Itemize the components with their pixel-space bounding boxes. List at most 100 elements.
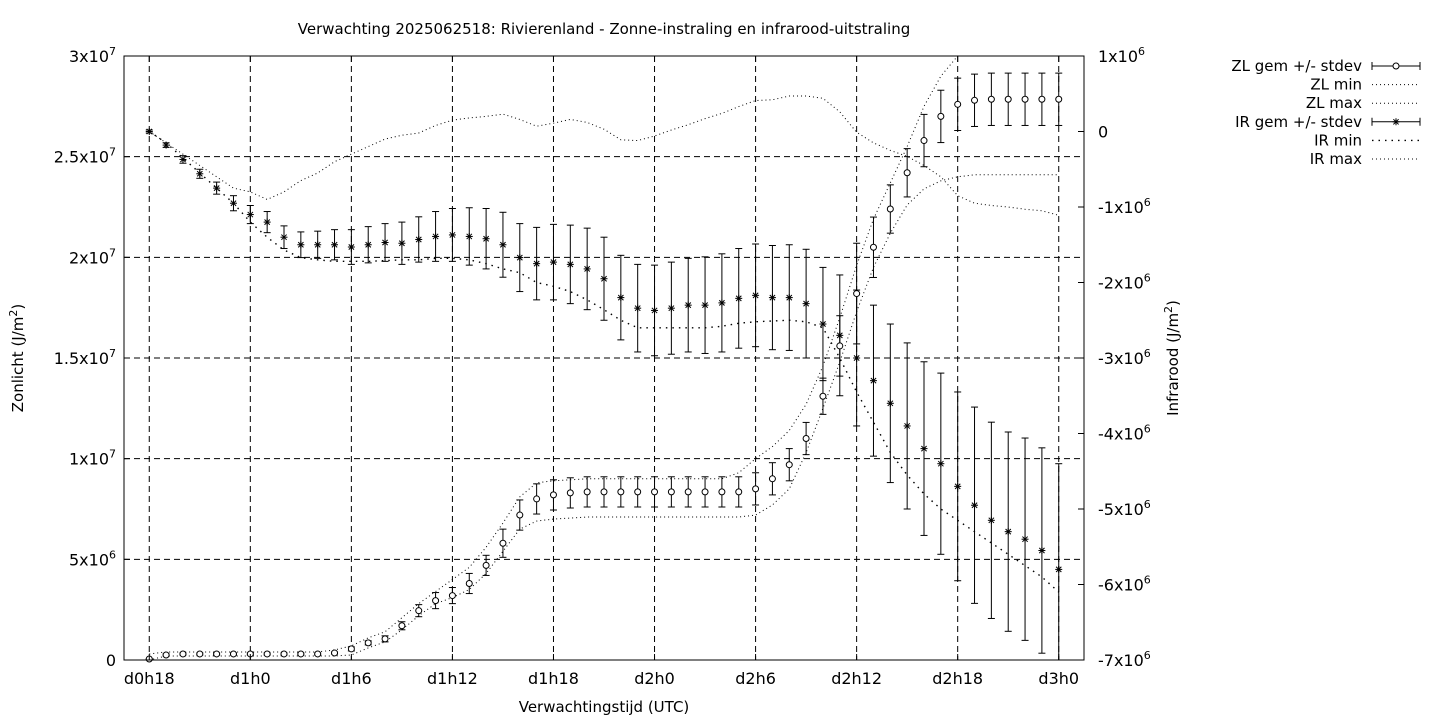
zl-point <box>263 650 271 658</box>
y2-tick-label: -3x106 <box>1098 347 1151 368</box>
ir-point <box>634 304 642 312</box>
ir-point <box>229 199 237 207</box>
legend-item: IR max <box>1310 150 1420 168</box>
y2-tick-label: -5x106 <box>1098 498 1151 519</box>
ir-point <box>246 211 254 219</box>
y2-axis-label: Infrarood (J/m2) <box>1162 300 1182 416</box>
ir-point <box>465 232 473 240</box>
x-tick-label: d1h0 <box>230 669 271 688</box>
ir-point <box>179 155 187 163</box>
zl-point <box>196 650 204 658</box>
ir-point <box>145 128 153 135</box>
y2-tick-label: -7x106 <box>1098 649 1151 670</box>
zl-point <box>364 639 372 647</box>
y-axis-label: Zonlicht (J/m2) <box>7 304 27 413</box>
zl-point <box>768 475 776 483</box>
zl-point <box>448 592 456 600</box>
x-tick-label: d1h18 <box>528 669 579 688</box>
zl-max-line <box>149 55 1059 655</box>
zl-point <box>937 112 945 120</box>
ir-point <box>398 239 406 247</box>
legend-item: ZL min <box>1310 76 1420 94</box>
grid-lines <box>124 56 1084 660</box>
axes: d0h18 d1h0 d1h6 d1h12 d1h18 d2h0 d2h6 d2h12 d2h1… <box>54 45 1151 688</box>
zl-point <box>701 488 709 496</box>
zl-point <box>684 488 692 496</box>
zl-point <box>549 491 557 499</box>
ir-point <box>802 300 810 308</box>
x-tick-label: d2h12 <box>831 669 882 688</box>
zl-point <box>347 645 355 653</box>
ir-point <box>1004 528 1012 536</box>
zl-point <box>280 650 288 658</box>
ir-point <box>280 233 288 241</box>
zl-point <box>920 137 928 145</box>
ir-point <box>1038 547 1046 555</box>
x-tick-label: d2h18 <box>932 669 983 688</box>
legend-marker <box>1392 62 1400 70</box>
zl-point <box>819 392 827 400</box>
zl-point <box>465 579 473 587</box>
zl-point <box>1004 95 1012 103</box>
y-tick-label: 5x106 <box>69 548 116 569</box>
ir-point <box>1021 535 1029 543</box>
y2-tick-label: 0 <box>1098 123 1108 142</box>
legend-label: ZL min <box>1310 76 1362 94</box>
zl-point <box>971 96 979 104</box>
x-tick-label: d2h0 <box>634 669 675 688</box>
zl-point <box>600 488 608 496</box>
ir-point <box>196 170 204 178</box>
ir-point <box>297 241 305 249</box>
ir-max-line <box>148 95 1059 216</box>
ir-point <box>314 241 322 249</box>
zl-point <box>162 651 170 659</box>
legend-item: IR min <box>1314 131 1420 149</box>
y-tick-label: 3x107 <box>69 45 116 66</box>
zl-point <box>482 561 490 569</box>
ir-point <box>415 235 423 243</box>
ir-point <box>482 235 490 243</box>
ir-point <box>448 231 456 239</box>
x-tick-label: d1h12 <box>427 669 478 688</box>
ir-point <box>718 299 726 307</box>
ir-point <box>785 294 793 302</box>
zl-point <box>566 489 574 497</box>
legend-item: ZL max <box>1306 94 1420 112</box>
zl-point <box>583 488 591 496</box>
zl-point <box>415 607 423 615</box>
ir-point <box>381 238 389 246</box>
zl-point <box>1038 95 1046 103</box>
zl-point <box>785 461 793 469</box>
zl-point <box>533 495 541 503</box>
legend-marker <box>1392 118 1400 126</box>
zl-point <box>213 650 221 658</box>
ir-point <box>617 294 625 302</box>
ir-point <box>533 260 541 268</box>
zl-point <box>516 511 524 519</box>
zl-point <box>752 485 760 493</box>
ir-point <box>162 141 170 149</box>
ir-point <box>516 254 524 262</box>
y-tick-label: 0 <box>106 651 116 670</box>
zl-point <box>869 243 877 251</box>
x-tick-label: d2h6 <box>735 669 776 688</box>
y2-tick-label: 1x106 <box>1098 45 1145 66</box>
ir-point <box>768 294 776 302</box>
zl-point <box>314 650 322 658</box>
ir-point <box>920 445 928 453</box>
zl-point <box>954 100 962 108</box>
ir-point <box>566 260 574 268</box>
x-tick-label: d1h6 <box>331 669 372 688</box>
zl-point <box>331 649 339 657</box>
zl-point <box>229 650 237 658</box>
ir-point <box>886 399 894 407</box>
zl-point <box>617 488 625 496</box>
y-tick-label: 2x107 <box>69 246 116 267</box>
zl-point <box>1055 95 1063 103</box>
y-tick-label: 1.5x107 <box>54 347 116 368</box>
zl-point <box>886 205 894 213</box>
legend-label: ZL max <box>1306 94 1362 112</box>
ir-point <box>937 460 945 468</box>
series-layer <box>145 55 1063 663</box>
